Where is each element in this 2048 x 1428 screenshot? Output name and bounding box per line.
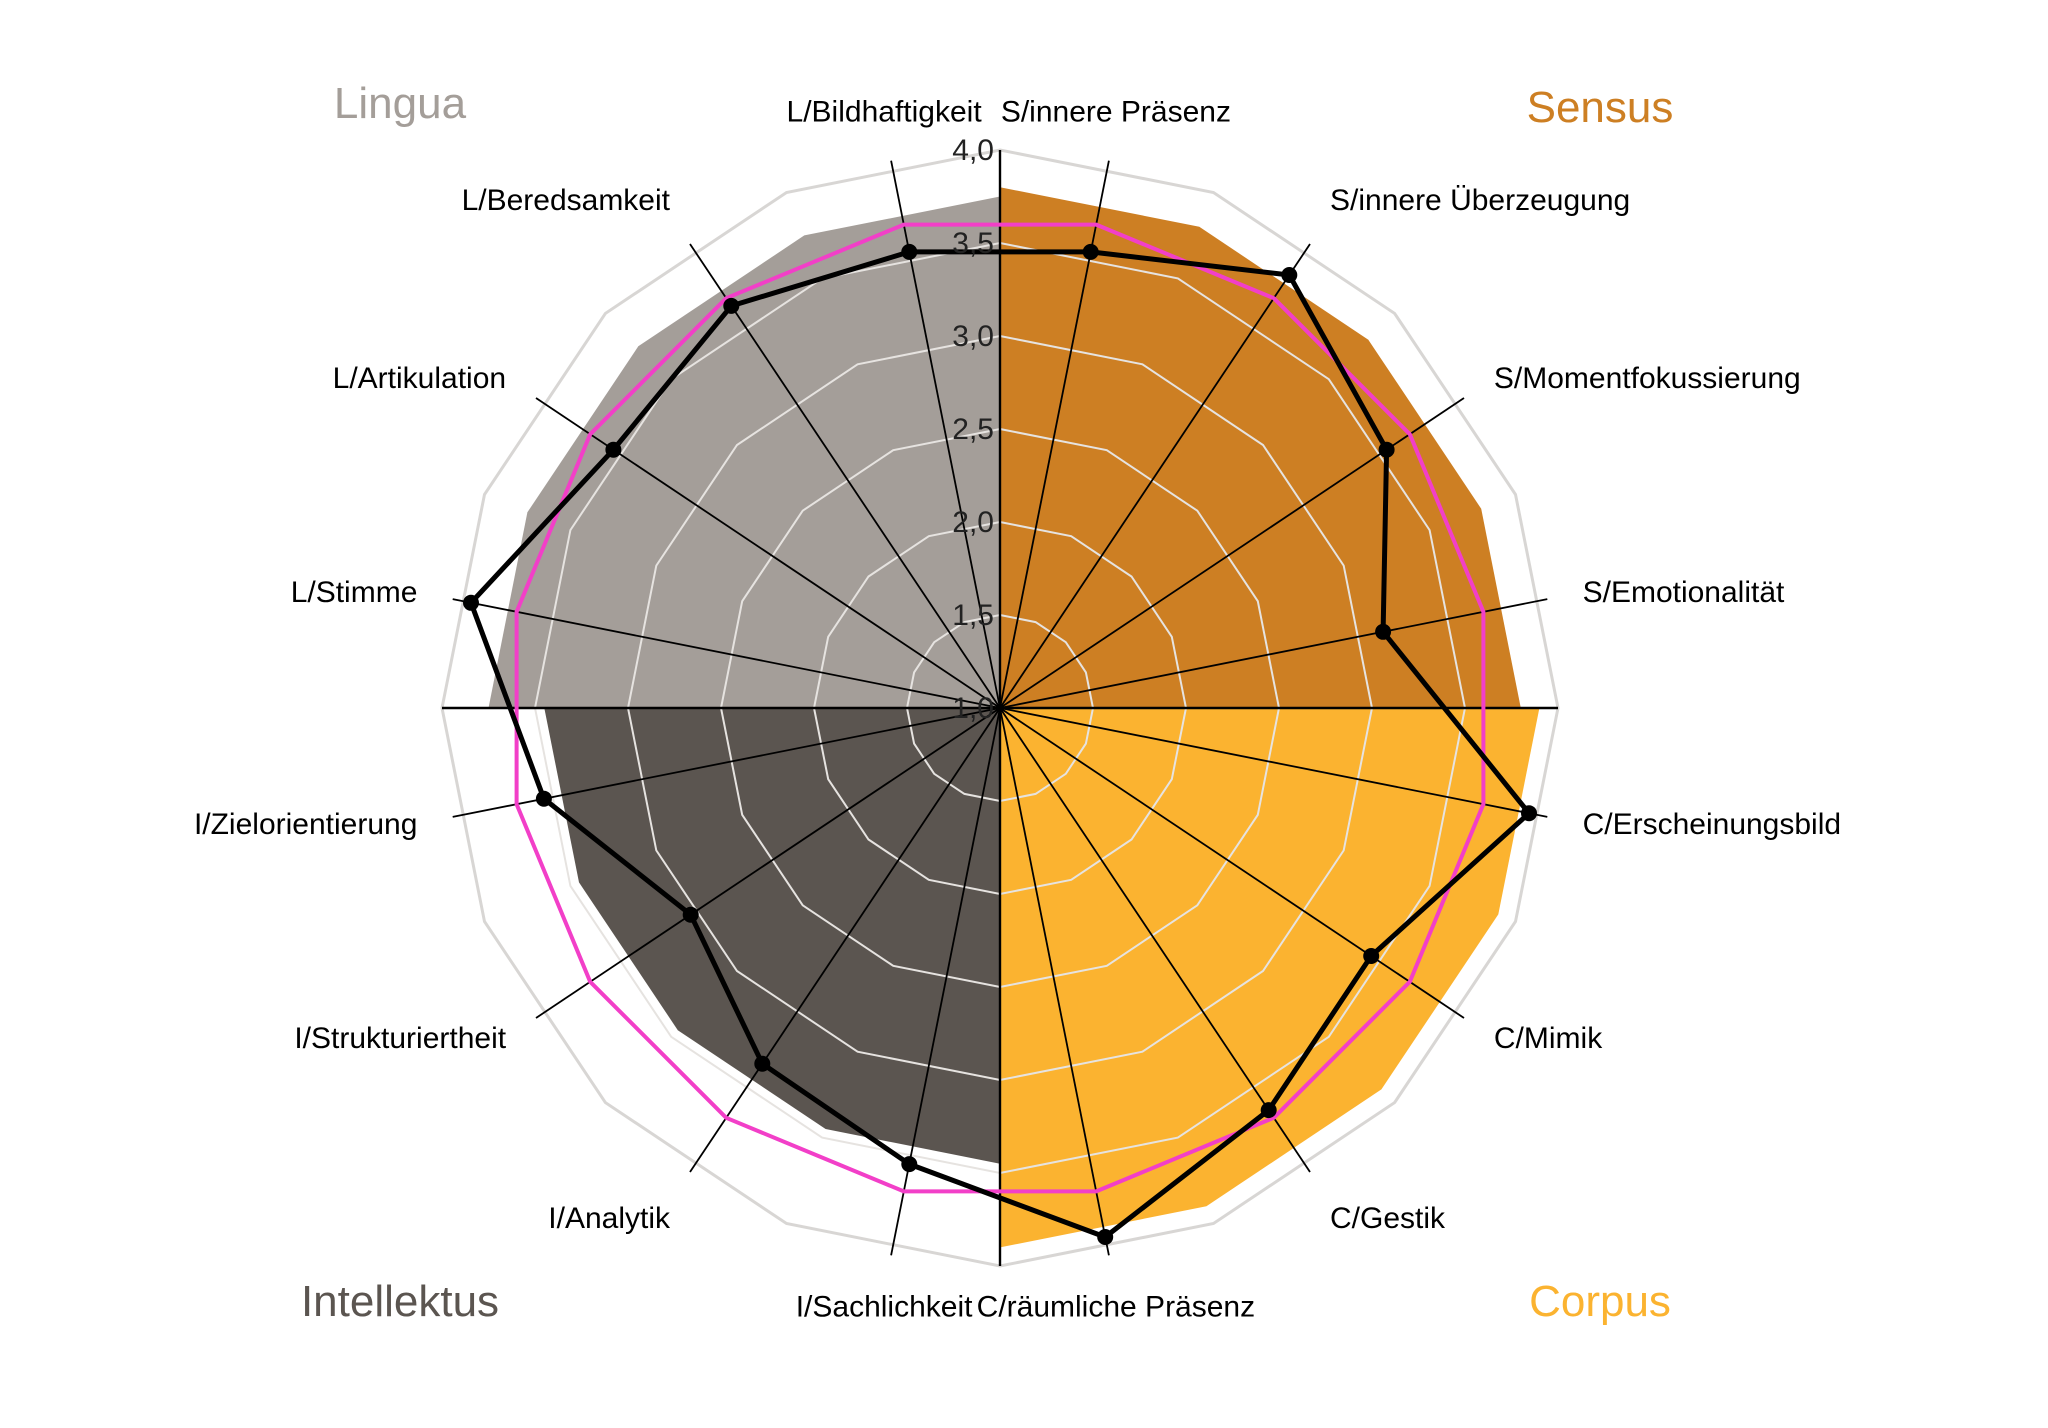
spoke-i-analytik [689,707,1001,1173]
data-point-i-sachlichkeit [901,1156,918,1173]
data-point-i-zielorientierung [535,790,552,807]
data-series [463,222,1537,1245]
data-point-s-innere-überzeugung [1281,267,1298,283]
tick-label: 1,5 [952,599,994,632]
axis-label-l-artikulation: L/Artikulation [333,362,506,395]
axis-label-s-innere-präsenz: S/innere Präsenz [1001,95,1231,128]
axis-label-c-mimik: C/Mimik [1494,1022,1603,1055]
axis-label-s-emotionalität: S/Emotionalität [1583,576,1785,609]
axis-label-i-sachlichkeit: I/Sachlichkeit [796,1291,973,1324]
tick-label: 2,0 [952,506,994,539]
data-point-l-beredsamkeit [723,297,740,314]
data-point-s-innere-präsenz [1082,243,1099,260]
data-point-c-räumliche-präsenz [1097,1229,1114,1245]
tick-label: 3,0 [952,320,994,353]
series-line-0 [514,222,1486,1194]
spoke-l-beredsamkeit [689,243,1001,709]
data-point-i-analytik [754,1055,771,1072]
axis-label-s-momentfokussierung: S/Momentfokussierung [1494,362,1801,395]
axis-label-l-beredsamkeit: L/Beredsamkeit [462,184,671,217]
axis-label-i-zielorientierung: I/Zielorientierung [194,808,417,841]
data-point-i-strukturiertheit [682,906,699,923]
tick-label: 1,0 [952,692,994,725]
sector-lingua [488,196,1000,708]
data-point-c-mimik [1363,948,1380,964]
sector-corpus [1000,708,1540,1248]
tick-label: 3,5 [952,227,994,260]
sector-sensus [1000,187,1521,708]
data-point-c-erscheinungsbild [1521,805,1537,822]
spoke-i-strukturiertheit [535,707,1001,1019]
data-point-l-stimme [463,594,479,611]
group-sectors [488,187,1540,1248]
group-label-lingua: Lingua [334,79,467,128]
axis-label-c-erscheinungsbild: C/Erscheinungsbild [1583,808,1841,841]
axis-spokes [442,150,1558,1266]
data-point-l-artikulation [605,441,622,458]
spoke-s-emotionalität [999,598,1548,709]
axis-label-l-stimme: L/Stimme [291,576,418,609]
data-point-l-bildhaftigkeit [901,243,918,260]
data-point-c-gestik [1260,1102,1277,1119]
data-point-s-emotionalität [1375,623,1392,640]
spoke-l-stimme [452,598,1001,709]
axis-label-i-analytik: I/Analytik [548,1202,671,1235]
axis-label-s-innere-überzeugung: S/innere Überzeugung [1330,184,1630,217]
group-label-corpus: Corpus [1529,1277,1671,1326]
tick-label: 4,0 [952,134,994,167]
axis-label-i-strukturiertheit: I/Strukturiertheit [294,1022,506,1055]
spoke-c-räumliche-präsenz [999,707,1110,1256]
axis-labels: S/innere Präsenz S/innere Überzeugung S/Mo… [194,95,1841,1323]
spoke-s-innere-überzeugung [999,243,1311,709]
data-point-s-momentfokussierung [1378,441,1395,458]
axis-label-c-räumliche-präsenz: C/räumliche Präsenz [977,1291,1255,1324]
group-labels: Sensus Corpus Intellektus Lingua [301,79,1673,1326]
tick-label: 2,5 [952,413,994,446]
axis-label-l-bildhaftigkeit: L/Bildhaftigkeit [787,95,983,128]
spoke-c-mimik [999,707,1465,1019]
spoke-c-erscheinungsbild [999,707,1548,818]
group-label-intellektus: Intellektus [301,1277,499,1326]
tick-labels: 1,0 1,5 2,0 2,5 3,0 3,5 4,0 [952,134,994,725]
sector-intellektus [544,708,1000,1164]
spoke-c-gestik [999,707,1311,1173]
axis-label-c-gestik: C/Gestik [1330,1202,1446,1235]
group-label-sensus: Sensus [1527,83,1674,132]
